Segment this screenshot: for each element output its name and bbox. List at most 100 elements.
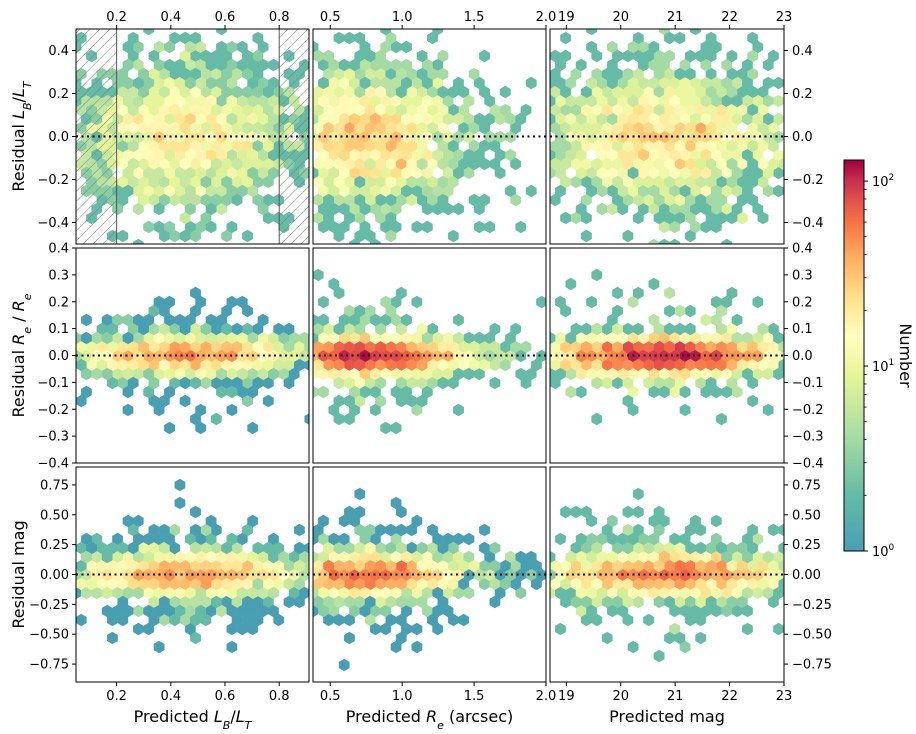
hex-bin <box>489 139 501 153</box>
y-tick-label: 0.3 <box>792 268 813 283</box>
hex-bin <box>132 604 144 618</box>
colorbar-tick-label: 101 <box>872 358 894 375</box>
hex-bin <box>612 139 623 153</box>
hex-bin <box>416 157 428 171</box>
y-tick-label: −0.1 <box>37 376 69 391</box>
hex-bin <box>395 394 407 408</box>
hex-bin <box>632 505 644 519</box>
panel-frame <box>312 466 547 683</box>
hex-bin <box>200 613 212 627</box>
hex-bin <box>344 631 355 645</box>
hex-bin <box>560 505 571 519</box>
hex-bin <box>679 184 691 198</box>
hex-bin <box>555 532 566 546</box>
hex-bin <box>268 58 279 72</box>
hex-bin <box>560 304 571 318</box>
hex-bin <box>268 166 279 180</box>
hex-bin <box>385 523 397 537</box>
hex-bin <box>231 193 243 207</box>
hex-bin <box>726 139 738 153</box>
hex-bin <box>453 367 464 381</box>
x-tick-label: 0.2 <box>106 689 127 704</box>
hex-bin <box>731 94 743 108</box>
hex-bin <box>721 385 733 399</box>
hex-bin <box>437 103 449 117</box>
hex-bin <box>721 238 733 244</box>
hex-bin <box>555 622 566 636</box>
hex-bin <box>164 385 175 399</box>
hex-bin <box>364 541 376 555</box>
hex-bin <box>700 94 712 108</box>
hex-bin <box>338 658 350 672</box>
y-tick-label: 0.2 <box>792 295 813 310</box>
panel-frame <box>312 28 547 245</box>
hex-bin <box>257 202 269 216</box>
y-tick-label: −0.25 <box>792 598 832 613</box>
hex-bin <box>226 640 238 654</box>
hex-bin <box>288 367 300 381</box>
hex-bin <box>226 604 238 618</box>
hex-bin <box>525 76 537 90</box>
hex-bin <box>200 322 212 336</box>
hex-bin <box>437 85 449 99</box>
hex-bin <box>380 295 392 309</box>
hex-bin <box>453 313 464 327</box>
y-tick-label: 0.75 <box>40 478 69 493</box>
hex-bin <box>80 331 92 345</box>
hex-bin <box>550 94 556 108</box>
hex-bin <box>550 568 556 582</box>
hex-bin <box>231 157 243 171</box>
hex-bin <box>627 640 639 654</box>
hex-bin <box>231 559 243 573</box>
hex-bin <box>132 586 144 600</box>
hex-bin <box>127 139 139 153</box>
hex-bin <box>742 367 753 381</box>
hex-bin <box>313 112 319 126</box>
hex-bin <box>106 541 118 555</box>
hex-bin <box>721 76 733 90</box>
hex-bin <box>313 532 319 546</box>
hex-bin <box>262 541 274 555</box>
hex-bin <box>354 175 366 189</box>
y-tick-label: 0.4 <box>792 44 813 59</box>
panel-r2c0: 0.2 0.4 0.6 0.8 −0.75 −0.50 −0.25 0.00 0.25 0.50 0… <box>29 466 310 704</box>
hex-bin <box>499 85 511 99</box>
hex-bin <box>648 40 660 54</box>
hex-bin <box>262 85 274 99</box>
hex-bin <box>726 49 738 63</box>
hex-bin <box>494 586 506 600</box>
hex-bin <box>190 631 201 645</box>
hex-bin <box>344 394 355 408</box>
x-tick-label: 0.6 <box>215 10 236 25</box>
hex-bin <box>591 358 603 372</box>
hex-bin <box>380 421 392 435</box>
hex-bin <box>700 202 712 216</box>
hex-bin <box>632 286 644 300</box>
hex-bin <box>742 58 753 72</box>
hex-bin <box>653 193 665 207</box>
hex-bin <box>262 139 274 153</box>
hex-bin <box>479 121 490 135</box>
hex-bin <box>210 157 222 171</box>
hex-bin <box>653 139 665 153</box>
hex-bin <box>174 496 186 510</box>
hex-bin <box>575 94 587 108</box>
y-tick-label: −0.1 <box>792 376 824 391</box>
hex-bin <box>560 85 571 99</box>
hex-bin <box>226 403 238 417</box>
hex-bin <box>468 193 480 207</box>
hex-bin <box>596 202 608 216</box>
hex-bin <box>132 622 144 636</box>
hex-bin <box>344 505 355 519</box>
colorbar-label: Number <box>896 323 915 388</box>
hex-bin <box>489 541 501 555</box>
hex-bin <box>184 202 196 216</box>
hex-bin <box>531 577 542 591</box>
hex-bin <box>664 595 675 609</box>
hex-bin <box>247 166 259 180</box>
hex-bin <box>283 322 295 336</box>
hex-bin <box>550 193 561 207</box>
hex-bin <box>479 49 490 63</box>
hex-bin <box>395 103 407 117</box>
y-tick-label: 0.25 <box>792 538 821 553</box>
